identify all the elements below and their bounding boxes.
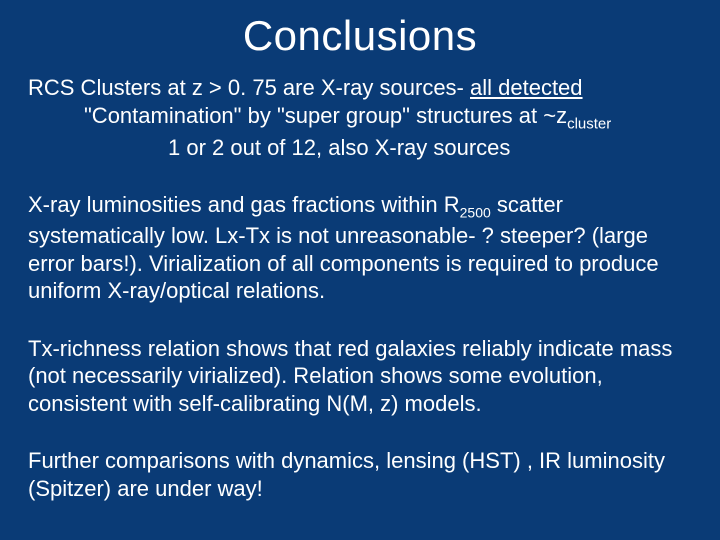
block1-line3: 1 or 2 out of 12, also X-ray sources <box>28 134 692 162</box>
block1-line2-a: "Contamination" by "super group" structu… <box>84 103 567 128</box>
block1-line2-sub: cluster <box>567 115 611 132</box>
block1-line1: RCS Clusters at z > 0. 75 are X-ray sour… <box>28 74 692 102</box>
para2-a: X-ray luminosities and gas fractions wit… <box>28 192 460 217</box>
block1-line1-a: RCS Clusters at z > 0. 75 are X-ray sour… <box>28 75 470 100</box>
bullet-block-1: RCS Clusters at z > 0. 75 are X-ray sour… <box>28 74 692 161</box>
para2-sub: 2500 <box>460 205 491 221</box>
slide-title: Conclusions <box>28 12 692 60</box>
paragraph-3: Tx-richness relation shows that red gala… <box>28 335 692 418</box>
paragraph-4: Further comparisons with dynamics, lensi… <box>28 447 692 502</box>
block1-line1-underlined: all detected <box>470 75 583 100</box>
block1-line2: "Contamination" by "super group" structu… <box>28 102 692 134</box>
paragraph-2: X-ray luminosities and gas fractions wit… <box>28 191 692 304</box>
